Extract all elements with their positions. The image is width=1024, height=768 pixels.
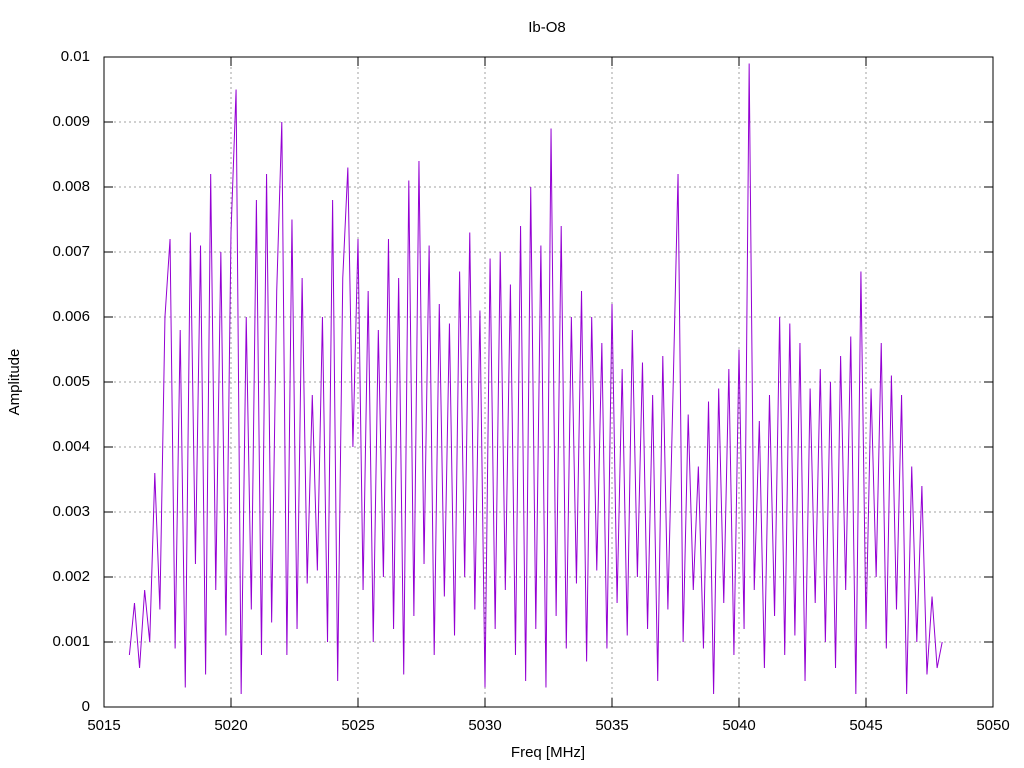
y-tick-label: 0.01: [61, 48, 90, 65]
y-tick-label: 0.001: [52, 633, 90, 650]
x-tick-label: 5030: [468, 717, 501, 734]
y-tick-label: 0.004: [52, 438, 90, 455]
chart-title: Ib-O8: [528, 19, 566, 36]
y-tick-label: 0.008: [52, 178, 90, 195]
y-tick-label: 0.007: [52, 243, 90, 260]
x-tick-label: 5040: [722, 717, 755, 734]
y-tick-label: 0.002: [52, 568, 90, 585]
x-tick-label: 5020: [214, 717, 247, 734]
y-tick-label: 0.009: [52, 113, 90, 130]
data-line: [128, 63, 943, 695]
y-tick-label: 0: [82, 698, 90, 715]
x-axis-label: Freq [MHz]: [511, 744, 585, 761]
y-tick-label: 0.003: [52, 503, 90, 520]
x-tick-label: 5050: [976, 717, 1009, 734]
y-tick-label: 0.006: [52, 308, 90, 325]
y-tick-label: 0.005: [52, 373, 90, 390]
plot-frame: [103, 56, 994, 708]
x-tick-label: 5025: [341, 717, 374, 734]
x-tick-label: 5035: [595, 717, 628, 734]
x-tick-label: 5015: [87, 717, 120, 734]
x-tick-label: 5045: [849, 717, 882, 734]
y-axis-label: Amplitude: [6, 349, 23, 416]
